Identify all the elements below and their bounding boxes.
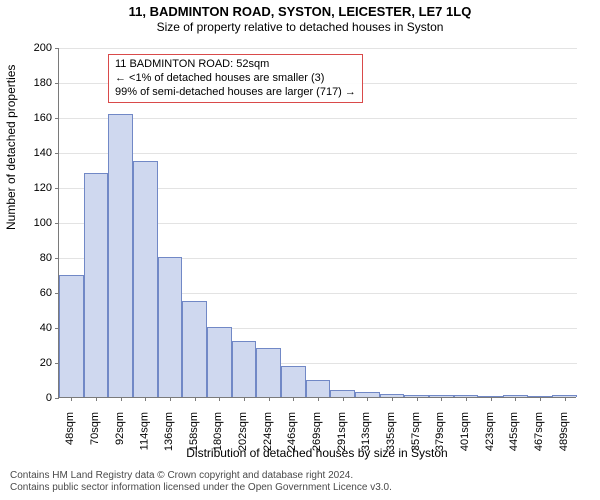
- footer-line-1: Contains HM Land Registry data © Crown c…: [10, 470, 392, 482]
- annotation-box: 11 BADMINTON ROAD: 52sqm ← <1% of detach…: [108, 54, 363, 103]
- x-tick-mark: [269, 397, 270, 401]
- y-tick-mark: [55, 258, 59, 259]
- x-tick-mark: [392, 397, 393, 401]
- y-tick-label: 120: [20, 182, 52, 194]
- y-tick-label: 180: [20, 77, 52, 89]
- y-tick-label: 0: [20, 392, 52, 404]
- gridline: [59, 118, 577, 119]
- x-tick-mark: [491, 397, 492, 401]
- y-tick-label: 140: [20, 147, 52, 159]
- x-tick-mark: [515, 397, 516, 401]
- x-tick-mark: [170, 397, 171, 401]
- y-tick-label: 40: [20, 322, 52, 334]
- y-tick-mark: [55, 398, 59, 399]
- footer-line-2: Contains public sector information licen…: [10, 482, 392, 494]
- bar: [281, 366, 306, 398]
- x-tick-label: 48sqm: [64, 412, 76, 445]
- y-tick-label: 60: [20, 287, 52, 299]
- page-title: 11, BADMINTON ROAD, SYSTON, LEICESTER, L…: [0, 0, 600, 20]
- annotation-line-2: ← <1% of detached houses are smaller (3): [115, 72, 356, 86]
- x-tick-mark: [195, 397, 196, 401]
- bar: [232, 341, 257, 397]
- x-tick-mark: [540, 397, 541, 401]
- x-tick-mark: [219, 397, 220, 401]
- annotation-line-1: 11 BADMINTON ROAD: 52sqm: [115, 58, 356, 72]
- bar: [133, 161, 158, 397]
- x-tick-mark: [121, 397, 122, 401]
- x-tick-label: 92sqm: [114, 412, 126, 445]
- x-tick-mark: [145, 397, 146, 401]
- x-tick-mark: [565, 397, 566, 401]
- x-tick-mark: [441, 397, 442, 401]
- y-tick-mark: [55, 83, 59, 84]
- bar: [59, 275, 84, 398]
- bar: [158, 257, 183, 397]
- y-tick-mark: [55, 48, 59, 49]
- x-tick-mark: [417, 397, 418, 401]
- x-tick-mark: [367, 397, 368, 401]
- x-tick-label: 70sqm: [89, 412, 101, 445]
- x-axis-label: Distribution of detached houses by size …: [58, 446, 576, 460]
- x-tick-mark: [71, 397, 72, 401]
- y-tick-label: 160: [20, 112, 52, 124]
- y-tick-mark: [55, 153, 59, 154]
- gridline: [59, 153, 577, 154]
- bar: [330, 390, 355, 397]
- gridline: [59, 48, 577, 49]
- x-tick-mark: [318, 397, 319, 401]
- annotation-line-3: 99% of semi-detached houses are larger (…: [115, 86, 356, 100]
- x-tick-mark: [293, 397, 294, 401]
- footer: Contains HM Land Registry data © Crown c…: [10, 470, 392, 494]
- x-tick-mark: [343, 397, 344, 401]
- chart-area: 02040608010012014016018020048sqm70sqm92s…: [58, 48, 576, 398]
- page-subtitle: Size of property relative to detached ho…: [0, 20, 600, 35]
- y-tick-label: 200: [20, 42, 52, 54]
- y-tick-label: 20: [20, 357, 52, 369]
- bar: [306, 380, 331, 398]
- bar: [84, 173, 109, 397]
- bar: [182, 301, 207, 397]
- y-tick-mark: [55, 188, 59, 189]
- bar: [108, 114, 133, 398]
- y-tick-mark: [55, 118, 59, 119]
- y-axis-label: Number of detached properties: [4, 65, 18, 230]
- x-tick-mark: [466, 397, 467, 401]
- x-tick-label: 114sqm: [138, 412, 150, 450]
- x-tick-mark: [96, 397, 97, 401]
- x-tick-mark: [244, 397, 245, 401]
- y-tick-mark: [55, 223, 59, 224]
- bar: [256, 348, 281, 397]
- bar: [207, 327, 232, 397]
- y-tick-label: 80: [20, 252, 52, 264]
- y-tick-label: 100: [20, 217, 52, 229]
